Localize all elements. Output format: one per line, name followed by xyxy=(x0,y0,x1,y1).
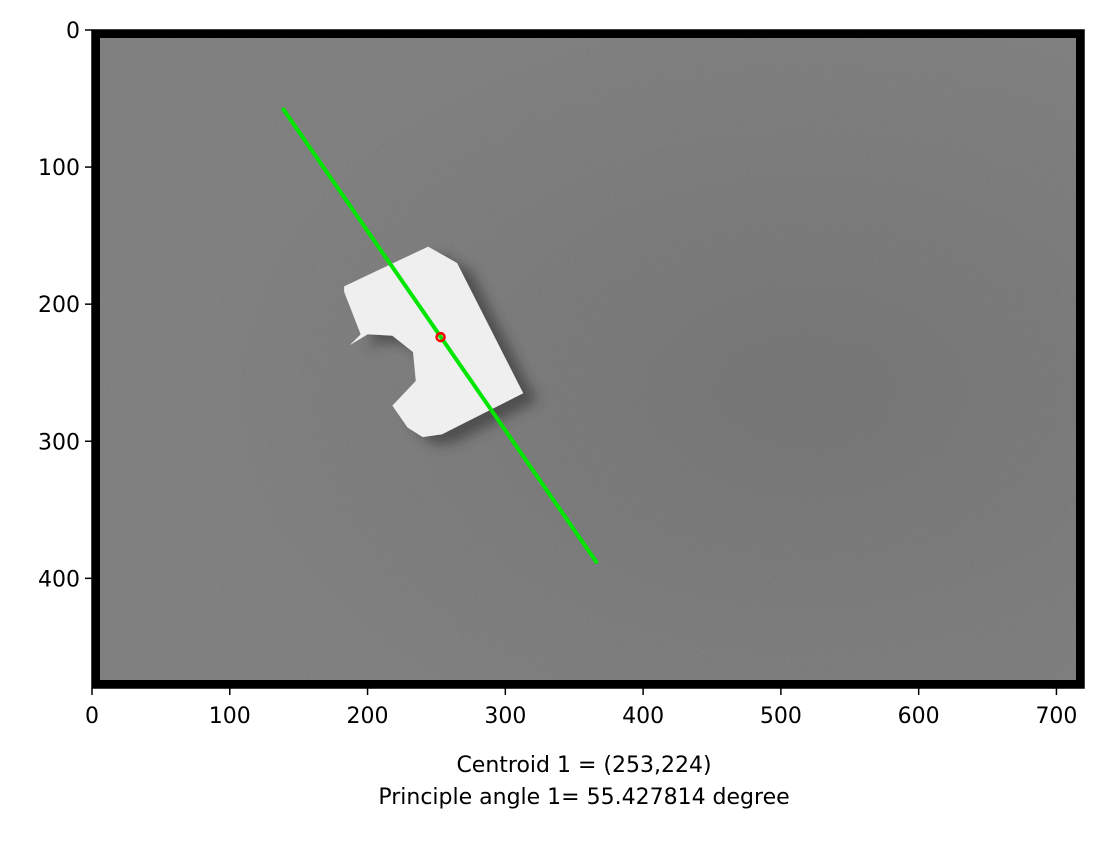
x-tick-label: 400 xyxy=(622,704,664,729)
x-tick-label: 600 xyxy=(898,704,940,729)
y-tick-label: 100 xyxy=(38,156,80,181)
x-tick-label: 300 xyxy=(484,704,526,729)
x-axis-ticks: 0 100 200 300 400 500 600 700 xyxy=(85,688,1077,729)
x-tick-label: 700 xyxy=(1035,704,1077,729)
image-layer xyxy=(92,30,1084,688)
axes-frame xyxy=(91,29,1085,689)
principal-axis-line xyxy=(281,107,599,564)
xlabel-line-2: Principle angle 1= 55.427814 degree xyxy=(378,785,789,810)
x-tick-label: 100 xyxy=(209,704,251,729)
x-tick-label: 200 xyxy=(347,704,389,729)
image-border xyxy=(92,30,1084,688)
y-tick-label: 400 xyxy=(38,567,80,592)
y-tick-label: 300 xyxy=(38,430,80,455)
y-tick-label: 200 xyxy=(38,293,80,318)
x-tick-label: 500 xyxy=(760,704,802,729)
xlabel-line-1: Centroid 1 = (253,224) xyxy=(456,753,711,778)
centroid-marker xyxy=(435,331,446,343)
x-tick-label: 0 xyxy=(85,704,99,729)
y-tick-label: 0 xyxy=(66,19,80,44)
y-axis-ticks: 0 100 200 300 400 xyxy=(38,19,92,592)
image-shading xyxy=(92,30,1084,688)
image-axes: 0 100 200 300 400 500 600 700 0 100 200 300 400 xyxy=(38,19,1085,729)
centroid-point xyxy=(435,331,446,343)
